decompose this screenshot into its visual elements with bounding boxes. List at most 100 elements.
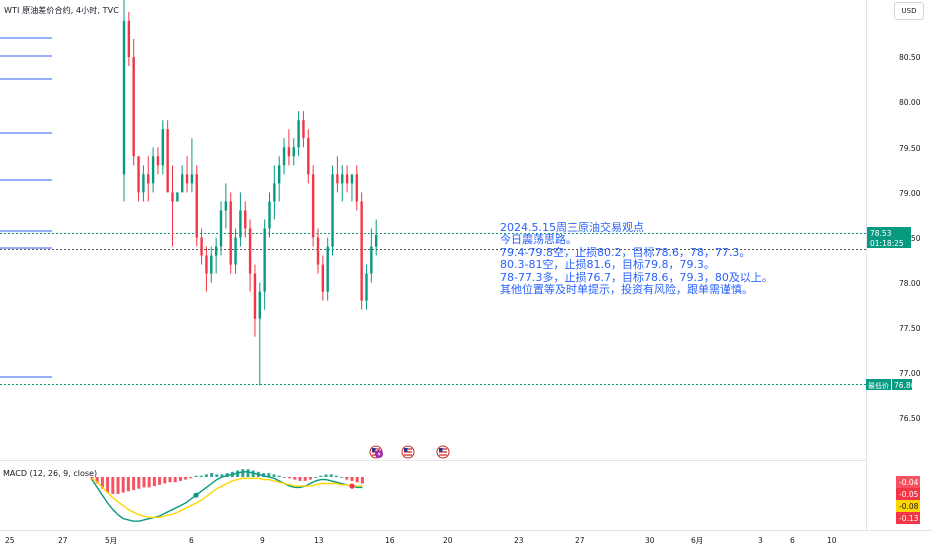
candle-body <box>336 174 339 184</box>
candle <box>331 165 334 256</box>
macd-cross-marker <box>349 483 355 489</box>
candle <box>151 147 155 193</box>
macd-histogram-bar <box>293 477 297 480</box>
candle <box>287 129 291 166</box>
trading-view-annotation[interactable]: 2024.5.15周三原油交易观点 今日震荡思路。 79.4-79.8空，止损8… <box>500 221 773 297</box>
candle-body <box>307 138 310 175</box>
candle-body <box>268 201 271 229</box>
lightning-icon[interactable] <box>375 450 383 458</box>
time-tick: 20 <box>443 536 453 545</box>
candle <box>161 120 164 175</box>
candle-body <box>263 228 266 292</box>
macd-histogram-bar <box>329 474 333 477</box>
macd-histogram-bar <box>116 477 120 494</box>
candle <box>258 282 261 386</box>
symbol-title[interactable]: WTI 原油差价合约, 4小时, TVC <box>4 6 119 15</box>
macd-histogram-bar <box>111 477 115 494</box>
candle-body <box>224 201 228 211</box>
currency-button[interactable]: USD <box>894 2 924 20</box>
candle-body <box>151 156 155 184</box>
candle <box>336 156 339 193</box>
candle-body <box>147 174 150 184</box>
candle-body <box>292 147 295 157</box>
candle <box>229 192 232 274</box>
candle <box>297 111 300 157</box>
annotation-line: 78-77.3多，止损76.7，目标78.6，79.3，80及以上。 <box>500 270 773 284</box>
candle <box>122 0 126 202</box>
candle-body <box>326 246 329 292</box>
candle-body <box>161 129 164 166</box>
price-tick: 79.00 <box>899 189 921 198</box>
candle-body <box>248 228 252 274</box>
candle-body <box>127 20 131 57</box>
macd-badge-value: -0.13 <box>899 514 919 523</box>
candle-body <box>355 174 358 202</box>
macd-histogram-bar <box>95 477 99 484</box>
signal-line <box>91 477 363 518</box>
macd-histogram-bar <box>158 477 162 485</box>
macd-histogram-bar <box>319 475 323 477</box>
price-tick: 78.00 <box>899 279 921 288</box>
flag-icon[interactable] <box>401 445 415 459</box>
macd-histogram-bar <box>189 477 193 479</box>
macd-histogram-bar <box>288 477 292 479</box>
candle-body <box>166 129 169 193</box>
time-tick: 23 <box>514 536 524 545</box>
low-price-label: 最低价 <box>868 381 889 390</box>
last-price-badge: 78.53 01:18:25 <box>867 227 911 248</box>
candle-body <box>239 210 242 238</box>
candle <box>355 165 358 211</box>
candle <box>127 11 131 67</box>
candle-body <box>219 210 223 247</box>
macd-line <box>91 471 363 522</box>
time-axis[interactable]: 25 27 5月 6 9 13 16 20 23 27 30 6月 3 6 10 <box>5 536 837 545</box>
candle <box>302 111 305 148</box>
macd-histogram-bar <box>340 477 344 478</box>
macd-histogram-bar <box>345 477 349 480</box>
macd-histogram-bar <box>246 469 250 477</box>
price-tick: 79.50 <box>899 144 921 153</box>
macd-histogram-bar <box>360 477 364 484</box>
macd-histogram-bar <box>308 477 312 480</box>
candle-body <box>142 174 145 193</box>
candle-body <box>297 120 300 148</box>
candle <box>345 165 349 193</box>
macd-histogram <box>90 469 364 494</box>
candle <box>365 264 368 310</box>
countdown-value: 01:18:25 <box>870 239 904 248</box>
candle-body <box>278 165 281 184</box>
candle <box>360 192 363 310</box>
candle-body <box>181 174 184 193</box>
candle-body <box>273 183 276 202</box>
macd-histogram-bar <box>298 477 302 481</box>
macd-histogram-bar <box>303 477 307 481</box>
candle-body <box>350 174 354 184</box>
time-tick: 6月 <box>691 536 703 545</box>
candle-body <box>132 57 135 157</box>
candle <box>370 228 373 283</box>
candle <box>273 165 276 220</box>
candle <box>147 156 150 202</box>
time-tick: 5月 <box>105 536 117 545</box>
candle-body <box>176 192 179 202</box>
time-tick: 25 <box>5 536 15 545</box>
price-tick: 77.50 <box>899 324 921 333</box>
candle-body <box>311 174 315 238</box>
annotation-line: 2024.5.15周三原油交易观点 <box>500 221 644 234</box>
low-price-badge: 最低价 76.86 <box>866 379 916 390</box>
macd-legend[interactable]: MACD (12, 26, 9, close) <box>3 469 97 478</box>
macd-histogram-bar <box>215 474 219 477</box>
time-tick: 27 <box>58 536 68 545</box>
candle-body <box>258 291 261 319</box>
time-tick: 30 <box>645 536 655 545</box>
candle <box>181 165 184 193</box>
time-tick: 27 <box>575 536 585 545</box>
flag-icon[interactable] <box>436 445 450 459</box>
macd-histogram-bar <box>163 477 167 484</box>
annotation-line: 其他位置等及时单提示，投资有风险，跟单需谨慎。 <box>500 283 753 297</box>
candle-body <box>229 201 232 265</box>
candle <box>341 165 344 202</box>
price-tick: 80.00 <box>899 98 921 107</box>
macd-cross-marker <box>193 492 199 498</box>
